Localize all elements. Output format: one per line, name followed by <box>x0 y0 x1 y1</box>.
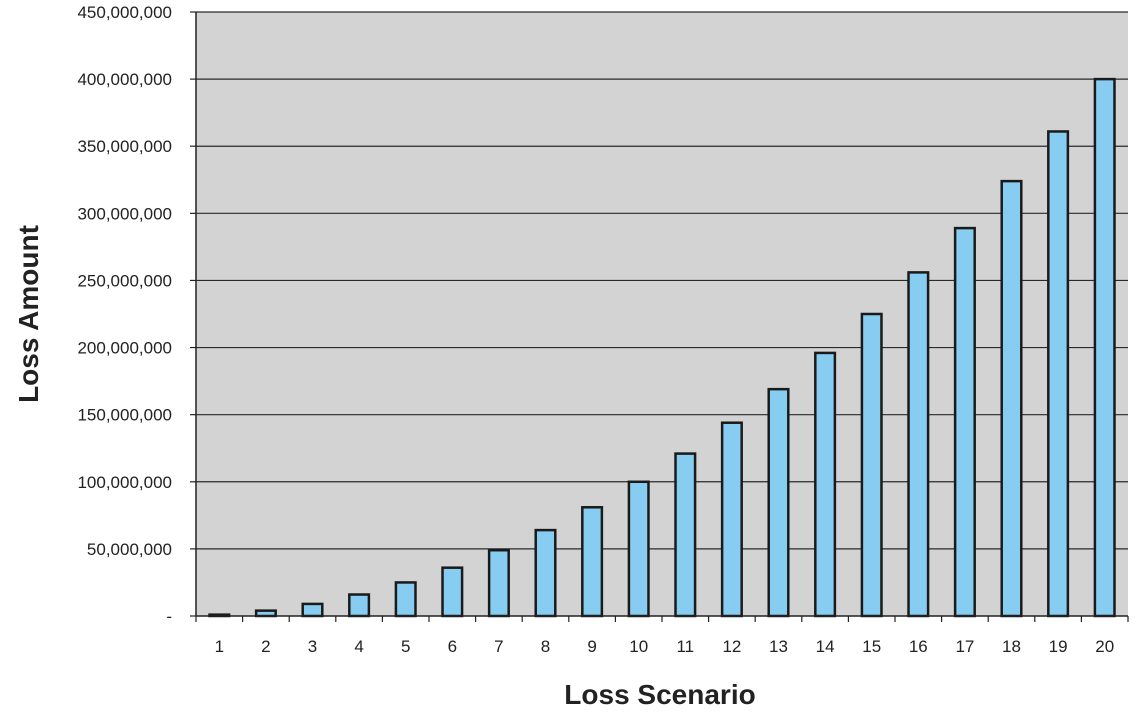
bar-20 <box>1093 77 1116 618</box>
x-tick-label: 6 <box>448 637 457 656</box>
x-tick-label: 13 <box>769 637 788 656</box>
x-tick-label: 8 <box>541 637 550 656</box>
bar-18 <box>1000 179 1023 618</box>
bar-15 <box>860 312 883 618</box>
bar-6 <box>441 566 464 618</box>
x-tick-label: 11 <box>676 637 694 656</box>
bar-3 <box>301 602 324 618</box>
bar-7 <box>487 548 510 618</box>
bar-11 <box>674 452 697 618</box>
x-tick-label: 10 <box>629 637 648 656</box>
bar-10 <box>627 480 650 618</box>
y-tick-label: 100,000,000 <box>77 473 172 492</box>
x-tick-label: 20 <box>1095 637 1114 656</box>
bar-12 <box>720 421 743 618</box>
bar-16 <box>907 271 930 618</box>
x-tick-label: 17 <box>955 637 974 656</box>
gridlines <box>196 11 1128 550</box>
x-axis-title: Loss Scenario <box>564 679 755 710</box>
x-tick-label: 3 <box>308 637 317 656</box>
x-tick-label: 15 <box>862 637 881 656</box>
bar-4 <box>348 593 371 618</box>
y-tick-label: 450,000,000 <box>77 3 172 22</box>
y-tick-label: 400,000,000 <box>77 70 172 89</box>
x-tick-label: 9 <box>587 637 596 656</box>
bar-2 <box>254 609 277 618</box>
x-tick-label: 18 <box>1002 637 1021 656</box>
x-tick-label: 4 <box>354 637 363 656</box>
y-tick-labels: - 50,000,000 100,000,000 150,000,000 200,000… <box>77 3 172 626</box>
axes <box>190 11 1129 622</box>
plot-area <box>196 12 1128 616</box>
bar-17 <box>953 226 976 618</box>
x-tick-label: 7 <box>494 637 503 656</box>
x-tick-labels: 1 2 3 4 5 6 7 8 9 10 11 12 13 14 15 16 17 18 19 20 <box>215 637 1115 656</box>
x-tick-label: 14 <box>816 637 835 656</box>
x-tick-label: 1 <box>215 637 224 656</box>
bar-14 <box>814 351 837 618</box>
y-tick-label: 200,000,000 <box>77 339 172 358</box>
y-tick-label: 250,000,000 <box>77 271 172 290</box>
bar-19 <box>1047 130 1070 618</box>
x-tick-label: 19 <box>1049 637 1068 656</box>
y-tick-label: - <box>166 607 172 626</box>
y-tick-label: 150,000,000 <box>77 406 172 425</box>
bar-13 <box>767 387 790 618</box>
x-tick-label: 16 <box>909 637 928 656</box>
y-tick-label: 350,000,000 <box>77 137 172 156</box>
bar-5 <box>394 581 417 618</box>
y-tick-label: 300,000,000 <box>77 204 172 223</box>
x-tick-label: 5 <box>401 637 410 656</box>
y-tick-label: 50,000,000 <box>87 540 172 559</box>
bar-9 <box>581 506 604 618</box>
x-tick-label: 12 <box>722 637 741 656</box>
y-axis-title: Loss Amount <box>13 225 44 403</box>
bar-8 <box>534 528 557 618</box>
x-tick-label: 2 <box>261 637 270 656</box>
